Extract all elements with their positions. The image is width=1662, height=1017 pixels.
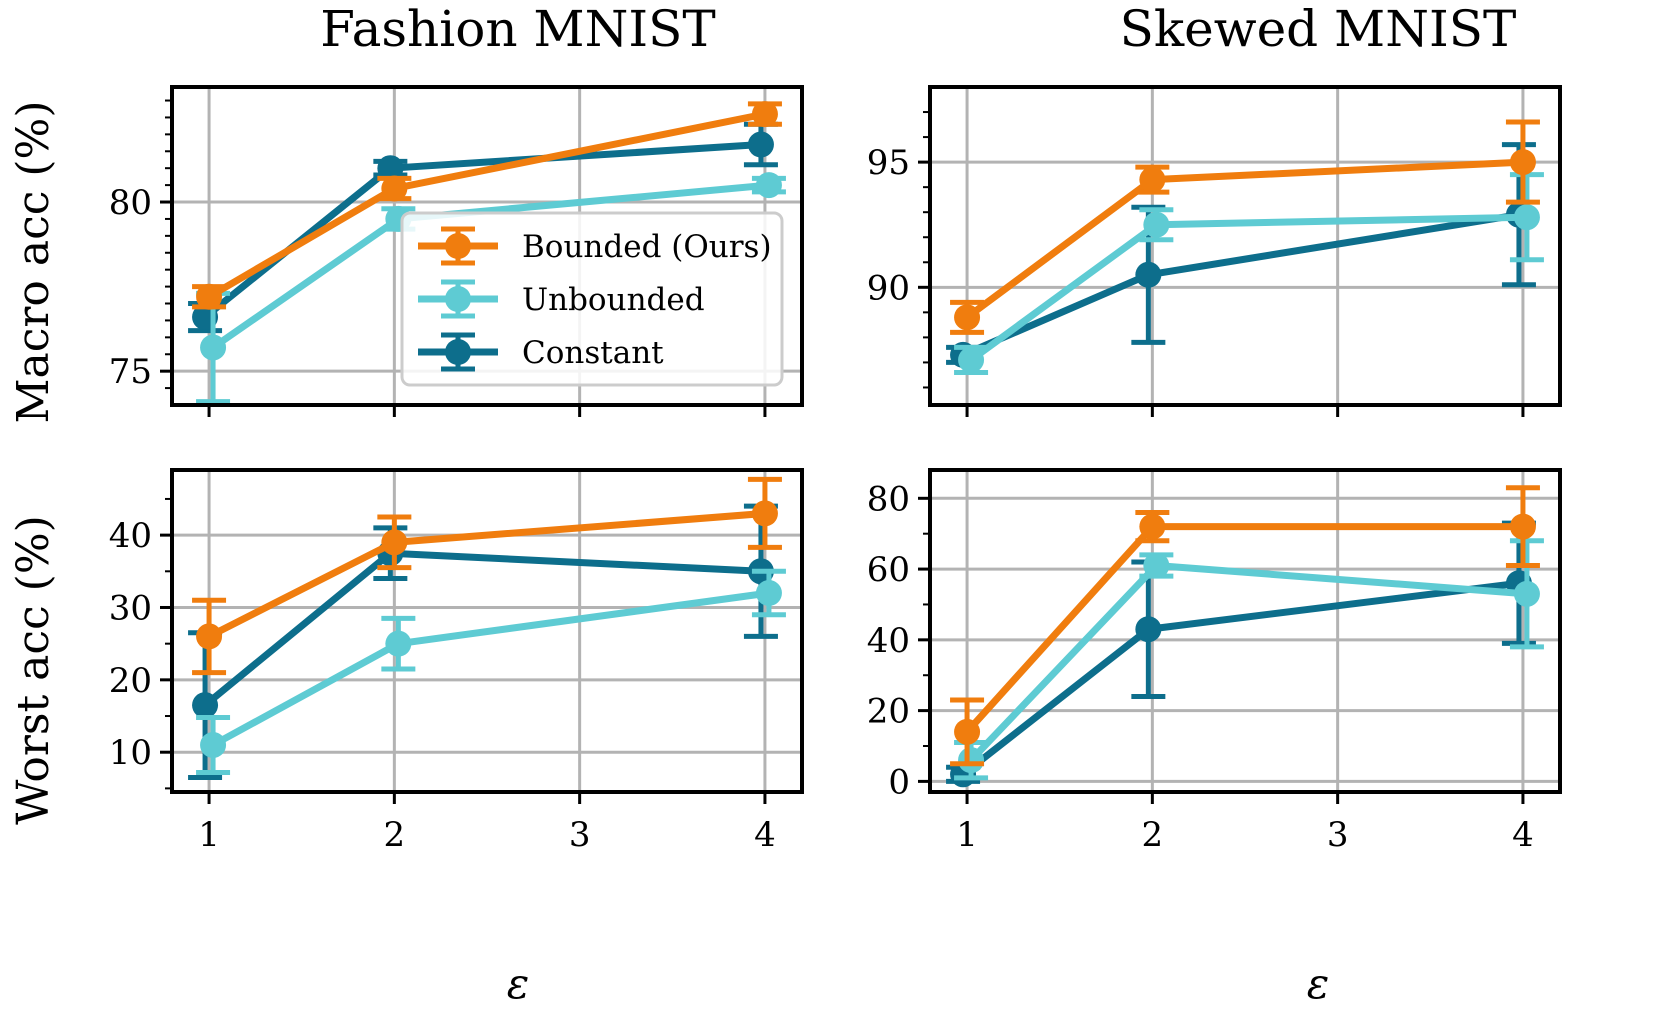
data-point [954, 304, 981, 331]
ytick-label: 10 [109, 733, 152, 773]
data-point [200, 731, 227, 758]
axes-frame [170, 468, 804, 794]
series-constant [188, 503, 778, 781]
data-point [1143, 211, 1170, 238]
data-point [1135, 261, 1162, 288]
legend-item: Unbounded [418, 279, 705, 319]
data-point [1513, 580, 1540, 607]
panel-2: 10 20 30 40 1 2 3 4 [109, 468, 804, 855]
ytick-label: 95 [867, 143, 910, 183]
ytick-label: 30 [109, 588, 152, 628]
data-point [954, 718, 981, 745]
ytick-label: 40 [109, 516, 152, 556]
data-point [381, 175, 408, 202]
ytick-label: 20 [109, 661, 152, 701]
data-point [755, 580, 782, 607]
col-title-fashion: Fashion MNIST [320, 0, 715, 58]
xtick-label: 2 [384, 815, 406, 855]
xtick-label: 1 [956, 815, 978, 855]
series-bounded [950, 119, 1540, 335]
xlabel-right: ε [1307, 959, 1330, 1008]
ytick-label: 90 [867, 268, 910, 308]
series-unbounded [196, 568, 786, 775]
series-line [961, 211, 1520, 359]
legend-marker [445, 233, 471, 259]
panel-1: 90 95 [867, 85, 1562, 417]
legend-box [400, 211, 784, 387]
data-point [377, 155, 404, 182]
data-point [381, 529, 408, 556]
series-unbounded [954, 538, 1544, 781]
series-bounded [192, 476, 782, 676]
xtick-label: 3 [569, 815, 591, 855]
xlabel-left: ε [507, 959, 530, 1008]
panel-3: 0 20 40 60 80 1 2 3 4 [867, 468, 1562, 855]
series-line [211, 589, 770, 749]
legend: Bounded (Ours) Unbounded Constant [400, 211, 784, 387]
legend-label: Bounded (Ours) [522, 229, 772, 265]
series-line [964, 158, 1524, 321]
xtick-label: 4 [1512, 815, 1534, 855]
xtick-label: 3 [1327, 815, 1349, 855]
figure-titles: Fashion MNIST Skewed MNIST Macro acc (%)… [8, 0, 1516, 1008]
data-point [751, 500, 778, 527]
data-point [755, 172, 782, 199]
ytick-label: 80 [867, 479, 910, 519]
data-point [200, 334, 227, 361]
ytick-label: 40 [867, 621, 910, 661]
series-bounded [192, 101, 782, 310]
series-line [207, 509, 766, 640]
col-title-skewed: Skewed MNIST [1120, 0, 1517, 58]
data-point [958, 747, 985, 774]
series-bounded [950, 485, 1540, 767]
data-point [1513, 204, 1540, 231]
legend-item: Constant [418, 332, 664, 372]
data-point [1509, 149, 1536, 176]
axes-frame [928, 85, 1562, 407]
series-unbounded [954, 172, 1544, 375]
data-point [1139, 166, 1166, 193]
data-point [747, 131, 774, 158]
ytick-label: 60 [867, 550, 910, 590]
row-ylabel-macro: Macro acc (%) [8, 100, 59, 423]
row-ylabel-worst: Worst acc (%) [8, 515, 59, 825]
legend-marker [445, 339, 471, 365]
axes-frame [170, 85, 804, 407]
ytick-label: 75 [109, 352, 152, 392]
panel-0: 75 80 [109, 85, 804, 417]
data-point [751, 101, 778, 128]
legend-label: Constant [522, 335, 664, 371]
xtick-label: 1 [198, 815, 220, 855]
data-point [192, 692, 219, 719]
ytick-label: 20 [867, 692, 910, 732]
xtick-label: 4 [754, 815, 776, 855]
data-point [1135, 616, 1162, 643]
data-point [196, 283, 223, 310]
ytick-label: 0 [888, 762, 910, 802]
data-point [1509, 513, 1536, 540]
xtick-label: 2 [1142, 815, 1164, 855]
data-point [385, 630, 412, 657]
legend-marker [445, 286, 471, 312]
data-point [196, 623, 223, 650]
series-line [964, 523, 1523, 735]
data-point [958, 346, 985, 373]
axes-frame [928, 468, 1562, 794]
legend-item: Bounded (Ours) [418, 226, 772, 266]
data-point [1139, 513, 1166, 540]
legend-label: Unbounded [522, 282, 705, 318]
ytick-label: 80 [109, 183, 152, 223]
data-point [1143, 552, 1170, 579]
